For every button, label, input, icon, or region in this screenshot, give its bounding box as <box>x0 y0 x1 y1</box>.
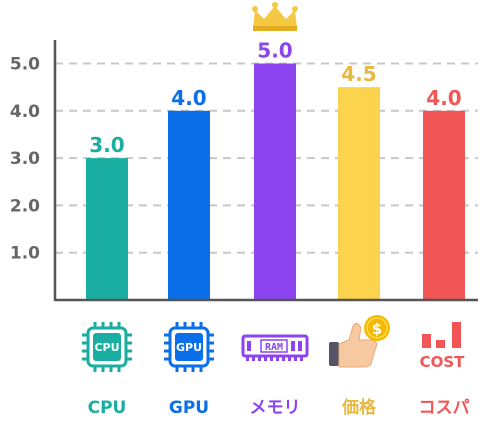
svg-text:$: $ <box>372 320 382 338</box>
svg-text:COST: COST <box>420 353 466 371</box>
category-label: CPU <box>88 398 127 418</box>
value-label: 3.0 <box>89 133 124 157</box>
bar <box>423 110 465 300</box>
category-label: GPU <box>169 398 209 418</box>
value-label: 4.0 <box>426 86 461 110</box>
value-label: 5.0 <box>257 39 292 63</box>
svg-text:CPU: CPU <box>94 341 119 354</box>
bar <box>254 63 296 300</box>
crown-icon <box>252 2 298 31</box>
category-labels: CPU GPU メモリ 価格 コスパ <box>88 397 470 418</box>
ram-module-icon: RAM <box>241 334 309 361</box>
cpu-chip-icon: CPU <box>82 322 132 372</box>
y-tick-label: 5.0 <box>10 55 40 75</box>
y-tick-labels: 1.0 2.0 3.0 4.0 5.0 <box>10 55 40 264</box>
y-tick-label: 1.0 <box>10 244 40 264</box>
y-tick-label: 3.0 <box>10 149 40 169</box>
svg-text:RAM: RAM <box>265 342 283 353</box>
cost-bars-icon: COST <box>420 322 466 371</box>
category-label: コスパ <box>419 398 470 418</box>
category-label: 価格 <box>341 397 377 418</box>
thumbs-up-coin-icon: $ <box>329 315 390 368</box>
svg-text:GPU: GPU <box>176 341 202 354</box>
y-tick-label: 2.0 <box>10 196 40 216</box>
category-label: メモリ <box>250 398 301 418</box>
category-icons: CPU GPU RAM $ COST <box>82 315 465 372</box>
bar <box>338 87 380 301</box>
axes <box>53 40 478 302</box>
gpu-chip-icon: GPU <box>164 322 214 372</box>
value-label: 4.0 <box>171 86 206 110</box>
bar <box>86 158 128 300</box>
value-labels: 3.0 4.0 5.0 4.5 4.0 <box>89 39 461 158</box>
bars <box>86 63 465 301</box>
y-tick-label: 4.0 <box>10 102 40 122</box>
bar <box>168 110 210 300</box>
value-label: 4.5 <box>341 62 376 86</box>
